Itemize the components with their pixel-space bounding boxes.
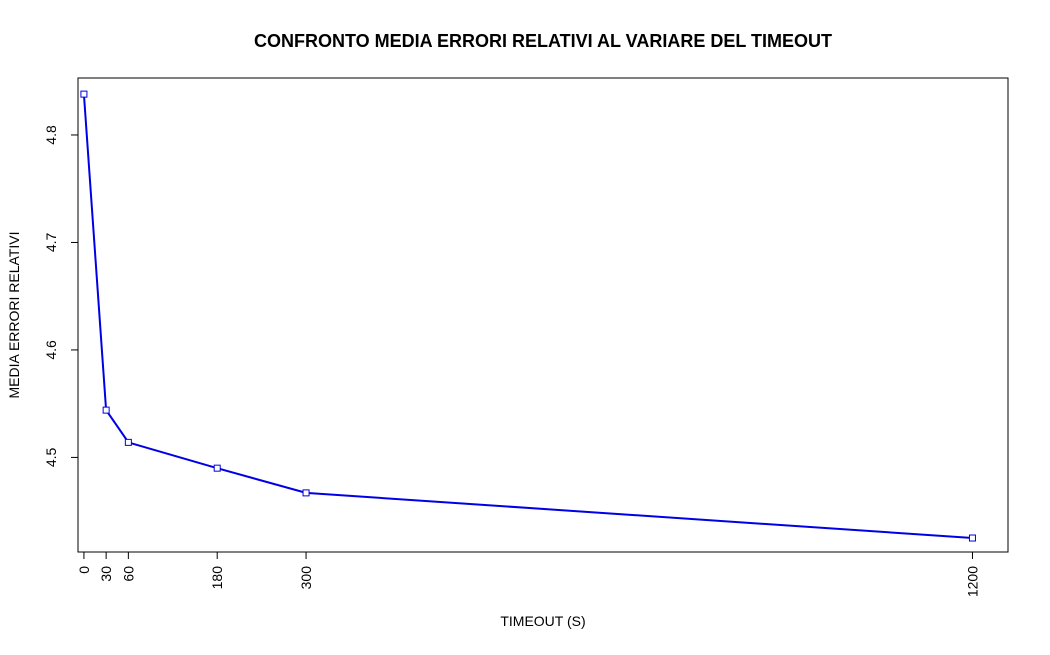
x-tick-label: 30 — [98, 566, 114, 582]
y-axis-label: MEDIA ERRORI RELATIVI — [6, 232, 22, 399]
series-layer — [80, 90, 976, 542]
data-point-marker — [213, 464, 221, 472]
x-tick-label: 300 — [298, 566, 314, 590]
x-axis-label: TIMEOUT (S) — [500, 613, 585, 629]
data-point-marker — [124, 438, 132, 446]
data-point-marker — [968, 534, 976, 542]
x-tick-label: 60 — [120, 566, 136, 582]
x-tick-label: 0 — [76, 566, 92, 574]
data-point-marker — [102, 406, 110, 414]
y-tick-label: 4.7 — [43, 233, 59, 253]
y-tick-label: 4.6 — [43, 340, 59, 360]
y-tick-label: 4.5 — [43, 447, 59, 467]
x-tick-label: 1200 — [964, 566, 980, 597]
series-line — [82, 94, 973, 539]
data-point-marker — [302, 489, 310, 497]
x-tick-label: 180 — [209, 566, 225, 590]
y-tick-label: 4.8 — [43, 125, 59, 145]
y-axis: 4.5 4.6 4.7 4.8 — [43, 125, 79, 467]
plot-frame — [77, 77, 1009, 553]
chart-title: CONFRONTO MEDIA ERRORI RELATIVI AL VARIA… — [254, 31, 832, 51]
x-axis: 0 30 60 180 300 1200 — [76, 551, 980, 597]
data-point-marker — [80, 90, 88, 98]
